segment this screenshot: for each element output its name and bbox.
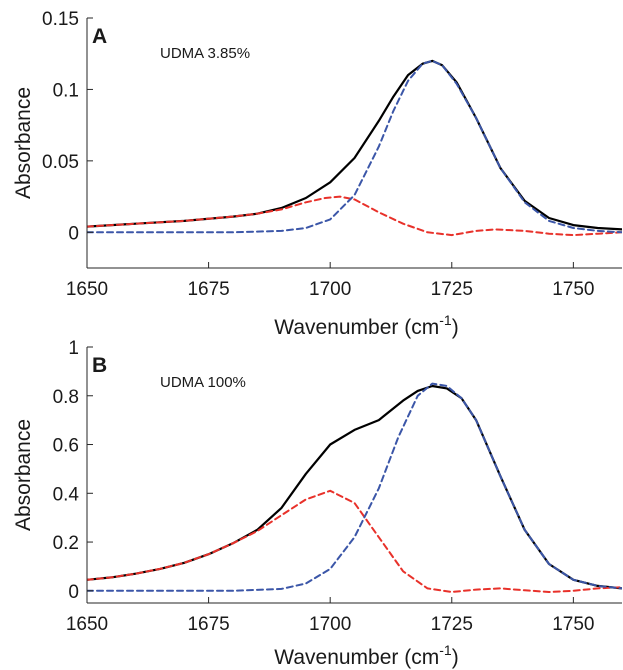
x-tick-label: 1725 (431, 279, 473, 300)
x-tick-label: 1700 (309, 279, 351, 300)
series-line-measured-spectrum (87, 384, 622, 590)
y-axis-title: Absorbance (12, 87, 35, 199)
x-axis-title-superscript: -1 (439, 642, 452, 658)
x-axis-title: Wavenumber (cm-1) (274, 642, 458, 669)
x-tick-label: 1750 (552, 614, 594, 635)
panel-a: 1650 1675 1700 1725 1750 0 0.05 0.1 0.15 Absorban… (12, 9, 622, 339)
y-tick-label: 0.05 (42, 152, 79, 173)
series-line-low-wavenumber-component (87, 489, 622, 593)
panel-letter: A (92, 25, 107, 48)
x-axis-title-end: ) (452, 646, 459, 669)
panel-b: 1650 1675 1700 1725 1750 0 0.2 0.4 0.6 0.8 1 Absorb… (12, 338, 622, 669)
x-axis-title: Wavenumber (cm-1) (274, 312, 458, 339)
y-tick-label: 0.2 (53, 533, 79, 554)
y-tick-label: 0.4 (53, 484, 80, 505)
y-tick-label: 0.8 (53, 387, 79, 408)
panel-annotation: UDMA 100% (160, 374, 246, 391)
x-axis-title-superscript: -1 (439, 312, 452, 328)
panel-annotation: UDMA 3.85% (160, 45, 250, 62)
series-line-high-wavenumber-component (87, 59, 622, 234)
y-tick-label: 0.15 (42, 9, 79, 30)
x-tick-label: 1650 (66, 614, 108, 635)
x-tick-label: 1650 (66, 279, 108, 300)
y-axis-title: Absorbance (12, 419, 35, 531)
x-tick-label: 1700 (309, 614, 351, 635)
panel-letter: B (92, 354, 107, 377)
series-line-measured-spectrum (87, 59, 622, 231)
y-tick-label: 0 (68, 582, 79, 603)
x-tick-label: 1725 (431, 614, 473, 635)
series-line-high-wavenumber-component (87, 382, 622, 592)
y-tick-label: 0 (68, 223, 79, 244)
x-axis-title-end: ) (452, 316, 459, 339)
y-tick-label: 0.6 (53, 436, 79, 457)
x-axis-title-main: Wavenumber (cm (274, 646, 439, 669)
x-tick-label: 1750 (552, 279, 594, 300)
x-tick-label: 1675 (187, 279, 229, 300)
y-tick-label: 1 (68, 338, 79, 359)
series-line-low-wavenumber-component (87, 195, 622, 237)
x-axis-title-main: Wavenumber (cm (274, 316, 439, 339)
x-tick-label: 1675 (187, 614, 229, 635)
y-tick-label: 0.1 (53, 80, 79, 101)
